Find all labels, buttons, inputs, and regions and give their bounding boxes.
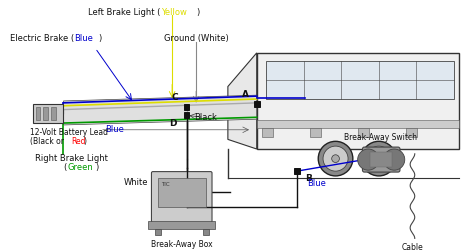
- FancyBboxPatch shape: [363, 147, 400, 172]
- Circle shape: [323, 146, 348, 171]
- Bar: [266, 60, 454, 99]
- Bar: [294, 168, 300, 174]
- Bar: [358, 128, 369, 138]
- Bar: [257, 120, 459, 128]
- Text: ): ): [196, 8, 200, 17]
- Bar: [310, 128, 321, 138]
- Text: Cable: Cable: [401, 243, 423, 252]
- Bar: [254, 101, 260, 107]
- FancyBboxPatch shape: [152, 172, 212, 223]
- Text: Yellow: Yellow: [161, 8, 186, 17]
- Text: (Black or: (Black or: [30, 137, 66, 146]
- Text: Break-Away Switch: Break-Away Switch: [344, 133, 417, 142]
- Text: Green: Green: [67, 163, 93, 172]
- Text: ): ): [84, 137, 87, 146]
- Circle shape: [366, 146, 392, 171]
- Text: Ground (White): Ground (White): [164, 34, 228, 43]
- Text: Break-Away Box: Break-Away Box: [151, 240, 212, 249]
- Text: Left Brake Light (: Left Brake Light (: [88, 8, 161, 17]
- Polygon shape: [64, 95, 257, 125]
- Text: Red: Red: [71, 137, 86, 146]
- Text: White: White: [124, 178, 148, 187]
- Bar: [183, 112, 190, 118]
- Bar: [51, 107, 56, 120]
- Text: Blue: Blue: [307, 179, 326, 188]
- Bar: [183, 104, 190, 110]
- Text: ): ): [95, 163, 99, 172]
- Bar: [43, 107, 48, 120]
- Bar: [155, 229, 161, 235]
- Circle shape: [375, 155, 383, 163]
- Bar: [406, 128, 417, 138]
- Text: Right Brake Light: Right Brake Light: [35, 154, 108, 163]
- Polygon shape: [228, 53, 257, 149]
- Bar: [257, 53, 459, 149]
- Text: Black: Black: [194, 113, 217, 122]
- Bar: [370, 152, 392, 167]
- Text: D: D: [169, 118, 177, 128]
- Text: 12-Volt Battery Lead: 12-Volt Battery Lead: [30, 128, 108, 137]
- Circle shape: [362, 141, 396, 176]
- Text: Blue: Blue: [74, 34, 93, 43]
- Circle shape: [332, 155, 339, 163]
- Text: (: (: [63, 163, 66, 172]
- Text: ): ): [98, 34, 101, 43]
- Bar: [158, 178, 206, 207]
- Bar: [36, 107, 40, 120]
- Bar: [148, 221, 215, 229]
- Text: Electric Brake (: Electric Brake (: [10, 34, 74, 43]
- Text: A: A: [242, 90, 249, 99]
- Text: Blue: Blue: [105, 125, 124, 134]
- Bar: [262, 128, 273, 138]
- Bar: [203, 229, 209, 235]
- Text: TIC: TIC: [161, 182, 169, 187]
- Text: B: B: [305, 174, 312, 183]
- Circle shape: [383, 149, 405, 170]
- Text: C: C: [172, 92, 178, 102]
- Bar: [33, 104, 64, 123]
- Circle shape: [358, 149, 379, 170]
- Circle shape: [318, 141, 353, 176]
